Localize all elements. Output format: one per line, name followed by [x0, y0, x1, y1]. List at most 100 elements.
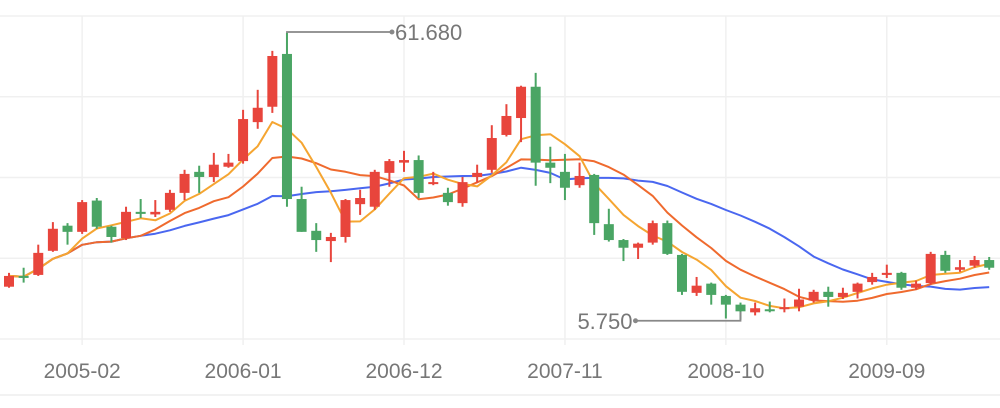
x-tick-label: 2008-10 — [687, 360, 764, 383]
candle-body — [764, 309, 775, 312]
candle-2009-10 — [896, 271, 907, 290]
candle-body — [33, 252, 44, 275]
candle-2005-05 — [121, 206, 132, 241]
candle-body — [472, 172, 483, 177]
candle-2010-02 — [954, 260, 965, 272]
candle-body — [311, 230, 322, 241]
candle-body — [589, 174, 600, 224]
candle-body — [267, 55, 278, 107]
candle-2004-12 — [47, 222, 58, 252]
candle-body — [91, 200, 102, 227]
candle-body — [486, 138, 497, 170]
candle-body — [633, 243, 644, 248]
candle-body — [750, 308, 761, 313]
mark-points: 61.680 5.750 — [286, 20, 742, 334]
candle-body — [106, 226, 117, 237]
candle-2005-02 — [77, 200, 88, 234]
candle-body — [77, 202, 88, 232]
candle-2009-05 — [823, 286, 834, 307]
candle-body — [223, 162, 234, 167]
candle-2009-07 — [852, 282, 863, 299]
candle-body — [62, 225, 73, 232]
candle-body — [676, 254, 687, 292]
candle-body — [296, 199, 307, 232]
candle-body — [984, 260, 995, 268]
candle-2005-07 — [150, 200, 161, 217]
candle-body — [969, 260, 980, 266]
candle-body — [706, 283, 717, 295]
candle-2004-10 — [18, 267, 29, 283]
candle-body — [808, 291, 819, 301]
candle-body — [574, 175, 585, 186]
candle-2007-05 — [472, 164, 483, 183]
x-tick-label: 2009-09 — [848, 360, 925, 383]
candle-2008-01 — [589, 173, 600, 235]
candle-2009-09 — [881, 264, 892, 278]
candle-2006-01 — [238, 109, 249, 164]
candle-body — [442, 192, 453, 203]
candle-body — [179, 173, 190, 193]
min-marker-line — [635, 311, 742, 322]
candle-2006-12 — [399, 150, 410, 172]
x-tick-label: 2006-12 — [365, 360, 442, 383]
candle-2009-06 — [837, 287, 848, 300]
candle-body — [501, 115, 512, 135]
max-marker-dot — [389, 29, 395, 35]
candle-body — [355, 198, 366, 205]
candle-2008-06 — [662, 220, 673, 255]
candle-body — [954, 267, 965, 270]
grid-lines — [0, 15, 1000, 345]
candle-body — [837, 292, 848, 297]
candle-2008-09 — [706, 282, 717, 305]
candle-2007-12 — [574, 162, 585, 188]
candles — [4, 33, 995, 320]
candle-body — [896, 272, 907, 288]
candle-body — [47, 228, 58, 251]
candle-body — [867, 276, 878, 283]
candle-2006-04 — [281, 33, 292, 207]
x-tick-label: 2007-11 — [527, 360, 603, 383]
candle-2007-04 — [457, 176, 468, 207]
candle-body — [516, 86, 527, 119]
candle-body — [135, 211, 146, 214]
candle-2008-03 — [618, 239, 629, 262]
candle-2007-09 — [530, 72, 541, 186]
candle-2005-11 — [208, 152, 219, 183]
candle-body — [18, 275, 29, 278]
candle-2006-03 — [267, 50, 278, 113]
candle-body — [4, 275, 14, 287]
candle-2010-04 — [984, 256, 995, 270]
candle-body — [662, 223, 673, 254]
candle-2007-07 — [501, 104, 512, 137]
candle-2007-11 — [559, 153, 570, 201]
candle-2006-10 — [369, 169, 380, 210]
candle-body — [779, 307, 790, 310]
candle-2008-10 — [720, 294, 731, 319]
candle-2007-08 — [516, 85, 527, 143]
candle-2009-02 — [779, 298, 790, 313]
candle-body — [603, 224, 614, 241]
candle-2008-05 — [647, 220, 658, 245]
min-marker-dot — [633, 318, 638, 324]
candle-2006-09 — [355, 189, 366, 215]
candle-2005-10 — [194, 165, 205, 193]
ma5-line — [8, 121, 990, 310]
candle-body — [940, 254, 951, 271]
candle-body — [881, 272, 892, 275]
candle-2006-11 — [384, 159, 395, 187]
candle-body — [720, 295, 731, 305]
candle-body — [647, 223, 658, 243]
candle-body — [121, 211, 132, 238]
max-marker-line — [286, 31, 392, 34]
candle-body — [911, 283, 922, 288]
candle-body — [413, 160, 424, 193]
candle-2010-03 — [969, 255, 980, 268]
candle-2005-12 — [223, 153, 234, 168]
candle-body — [691, 285, 702, 293]
candle-2005-06 — [135, 199, 146, 219]
candle-2006-06 — [311, 223, 322, 252]
candle-body — [384, 161, 395, 173]
candle-2007-03 — [442, 187, 453, 206]
candle-body — [530, 86, 541, 163]
